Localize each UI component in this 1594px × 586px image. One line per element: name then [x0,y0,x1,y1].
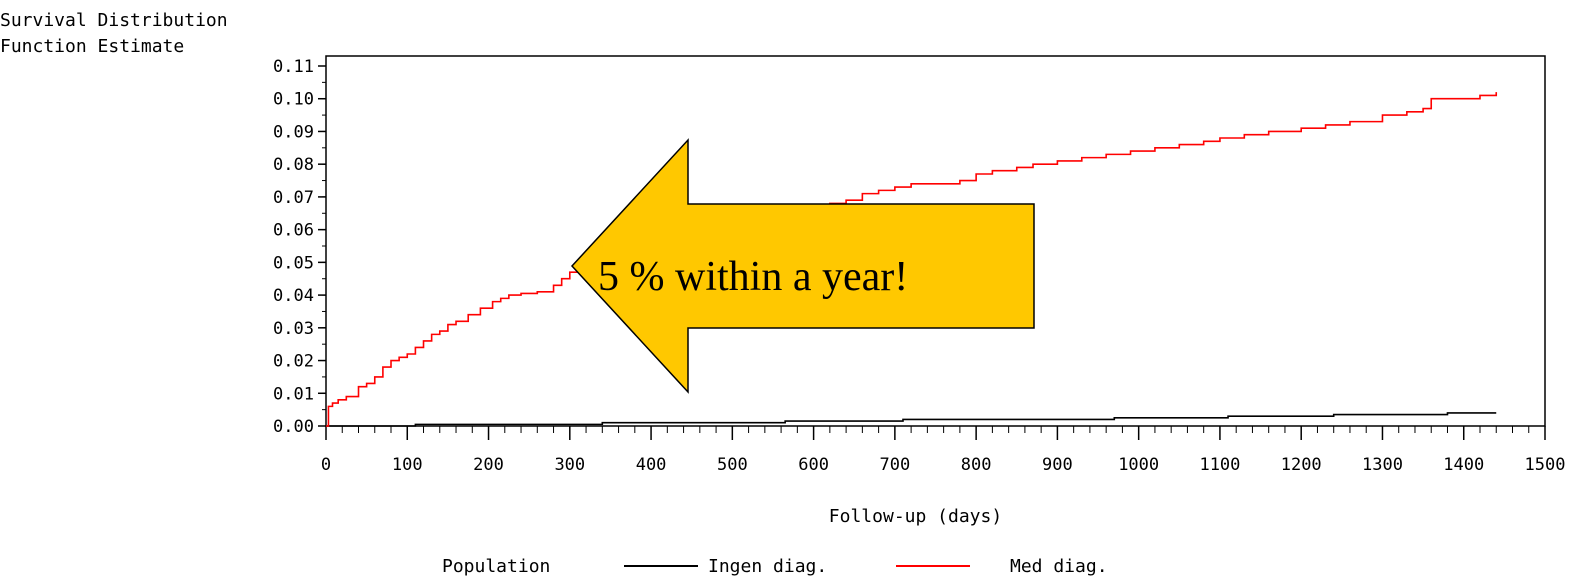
y-tick-label: 0.01 [273,384,314,404]
x-tick-label: 1000 [1118,455,1159,475]
x-tick-label: 700 [880,455,911,475]
annotation-arrow: 5 % within a year! [570,138,1035,394]
x-tick-label: 900 [1042,455,1073,475]
series-line-ingen-diag [326,412,1497,427]
y-tick-label: 0.11 [273,57,314,77]
y-tick-label: 0.08 [273,155,314,175]
x-tick-label: 100 [392,455,423,475]
y-tick-label: 0.00 [273,417,314,437]
x-tick-label: 800 [961,455,992,475]
x-tick-label: 1400 [1443,455,1484,475]
x-tick-label: 1300 [1362,455,1403,475]
x-tick-label: 300 [554,455,585,475]
x-tick-label: 500 [717,455,748,475]
tick-marks [318,65,1546,440]
x-tick-label: 600 [798,455,829,475]
x-tick-label: 200 [473,455,504,475]
y-tick-label: 0.10 [273,90,314,110]
x-tick-label: 1200 [1281,455,1322,475]
x-axis-label: Follow-up (days) [829,506,1002,527]
legend: Population Ingen diag. Med diag. [442,556,1108,577]
annotation-text: 5 % within a year! [598,254,908,300]
y-tick-label: 0.05 [273,253,314,273]
axis-labels: 0.00 0.01 0.02 0.03 0.04 0.05 0.06 0.07 0.08 0.09… [273,57,1565,527]
y-tick-label: 0.09 [273,122,314,142]
y-tick-label: 0.03 [273,319,314,339]
x-tick-label: 0 [321,455,331,475]
y-tick-label: 0.06 [273,221,314,241]
legend-title: Population [442,556,550,577]
y-tick-label: 0.07 [273,188,314,208]
legend-label: Med diag. [1010,556,1108,577]
y-tick-label: 0.04 [273,286,314,306]
legend-label: Ingen diag. [708,556,827,577]
x-tick-label: 400 [636,455,667,475]
y-tick-label: 0.02 [273,352,314,372]
x-tick-label: 1500 [1525,455,1566,475]
x-tick-label: 1100 [1199,455,1240,475]
annotation-arrow-shape [570,138,1035,394]
y-axis-label: Survival Distribution Function Estimate [0,10,228,57]
